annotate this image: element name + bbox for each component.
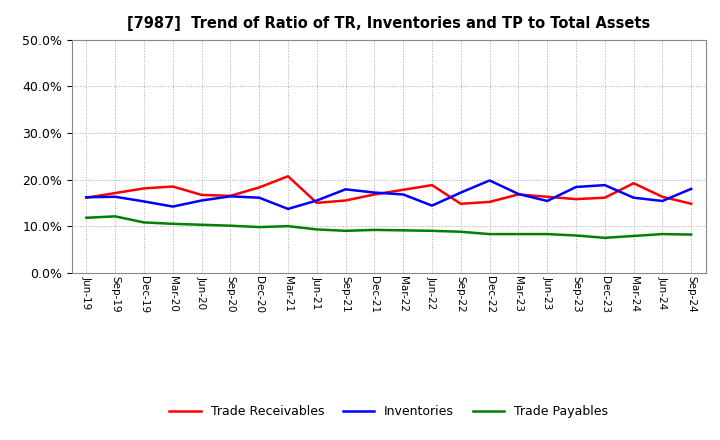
Inventories — [600, 183, 609, 188]
Trade Payables — [629, 233, 638, 238]
Trade Payables — [370, 227, 379, 232]
Trade Receivables — [82, 195, 91, 200]
Trade Receivables — [168, 184, 177, 189]
Trade Payables — [543, 231, 552, 237]
Inventories — [197, 198, 206, 203]
Trade Payables — [485, 231, 494, 237]
Trade Receivables — [255, 185, 264, 190]
Trade Payables — [197, 222, 206, 227]
Trade Receivables — [658, 194, 667, 199]
Inventories — [428, 203, 436, 208]
Trade Receivables — [111, 191, 120, 196]
Inventories — [514, 191, 523, 197]
Trade Receivables — [341, 198, 350, 203]
Trade Payables — [312, 227, 321, 232]
Inventories — [399, 192, 408, 197]
Trade Payables — [341, 228, 350, 234]
Trade Receivables — [197, 192, 206, 198]
Inventories — [370, 190, 379, 195]
Trade Receivables — [428, 183, 436, 188]
Trade Payables — [514, 231, 523, 237]
Inventories — [168, 204, 177, 209]
Line: Inventories: Inventories — [86, 180, 691, 209]
Trade Payables — [111, 214, 120, 219]
Trade Payables — [284, 224, 292, 229]
Trade Receivables — [399, 187, 408, 192]
Title: [7987]  Trend of Ratio of TR, Inventories and TP to Total Assets: [7987] Trend of Ratio of TR, Inventories… — [127, 16, 650, 32]
Trade Receivables — [485, 199, 494, 205]
Trade Receivables — [514, 192, 523, 197]
Trade Receivables — [312, 200, 321, 205]
Inventories — [312, 198, 321, 203]
Inventories — [284, 206, 292, 212]
Trade Payables — [399, 228, 408, 233]
Trade Payables — [658, 231, 667, 237]
Trade Receivables — [284, 174, 292, 179]
Inventories — [572, 184, 580, 190]
Trade Payables — [168, 221, 177, 227]
Trade Receivables — [140, 186, 148, 191]
Trade Payables — [572, 233, 580, 238]
Inventories — [658, 198, 667, 204]
Line: Trade Payables: Trade Payables — [86, 216, 691, 238]
Inventories — [629, 195, 638, 200]
Trade Payables — [226, 223, 235, 228]
Legend: Trade Receivables, Inventories, Trade Payables: Trade Receivables, Inventories, Trade Pa… — [164, 400, 613, 423]
Trade Receivables — [543, 194, 552, 199]
Inventories — [226, 194, 235, 199]
Trade Payables — [140, 220, 148, 225]
Trade Payables — [255, 224, 264, 230]
Trade Payables — [428, 228, 436, 234]
Inventories — [111, 194, 120, 199]
Trade Receivables — [370, 192, 379, 197]
Inventories — [341, 187, 350, 192]
Trade Payables — [456, 229, 465, 235]
Line: Trade Receivables: Trade Receivables — [86, 176, 691, 204]
Trade Receivables — [456, 201, 465, 206]
Trade Receivables — [687, 201, 696, 206]
Inventories — [255, 195, 264, 200]
Trade Payables — [82, 215, 91, 220]
Trade Receivables — [600, 195, 609, 200]
Inventories — [82, 194, 91, 200]
Trade Payables — [687, 232, 696, 237]
Inventories — [456, 190, 465, 195]
Inventories — [485, 178, 494, 183]
Trade Receivables — [572, 197, 580, 202]
Inventories — [687, 186, 696, 191]
Trade Receivables — [226, 193, 235, 198]
Inventories — [140, 199, 148, 204]
Trade Receivables — [629, 180, 638, 186]
Trade Payables — [600, 235, 609, 240]
Inventories — [543, 198, 552, 204]
